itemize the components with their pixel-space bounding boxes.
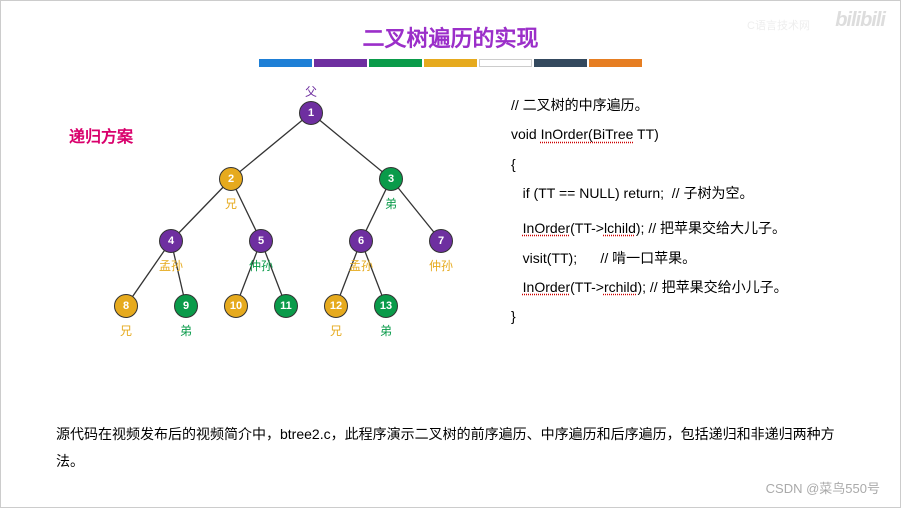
- tree-node-4: 4: [159, 229, 183, 253]
- code-brace-close: }: [511, 302, 891, 331]
- code-brace-open: {: [511, 150, 891, 179]
- tree-node-2: 2: [219, 167, 243, 191]
- color-segment: [314, 59, 367, 67]
- csdn-watermark: CSDN @菜鸟550号: [766, 478, 880, 497]
- code-recurse-left: InOrder(TT->lchild); // 把苹果交给大儿子。: [511, 214, 891, 243]
- tree-label-6: 孟孙: [349, 257, 373, 274]
- tree-node-6: 6: [349, 229, 373, 253]
- code-recurse-right: InOrder(TT->rchild); // 把苹果交给小儿子。: [511, 273, 891, 302]
- tree-label-13: 弟: [380, 322, 392, 339]
- tree-node-10: 10: [224, 294, 248, 318]
- tree-label-7: 仲孙: [429, 257, 453, 274]
- color-segment: [534, 59, 587, 67]
- tree-node-1: 1: [299, 101, 323, 125]
- tree-node-11: 11: [274, 294, 298, 318]
- footer-description: 源代码在视频发布后的视频简介中，btree2.c，此程序演示二叉树的前序遍历、中…: [56, 421, 856, 474]
- code-signature: void InOrder(BiTree TT): [511, 120, 891, 149]
- tree-label-12: 兄: [330, 322, 342, 339]
- tree-node-13: 13: [374, 294, 398, 318]
- binary-tree-diagram: 1父 2 兄 3 弟 4 孟孙 5 仲孙 6 孟孙 7 仲孙 8 兄 9 弟 10 11 12 兄 13 弟: [96, 81, 496, 361]
- color-segment: [479, 59, 532, 67]
- color-segment: [589, 59, 642, 67]
- color-segment: [369, 59, 422, 67]
- tree-label-4: 孟孙: [159, 257, 183, 274]
- tree-edges: [96, 81, 496, 361]
- tree-node-9: 9: [174, 294, 198, 318]
- tree-node-7: 7: [429, 229, 453, 253]
- tree-label-8: 兄: [120, 322, 132, 339]
- tree-label-9: 弟: [180, 322, 192, 339]
- code-comment: // 二叉树的中序遍历。: [511, 91, 891, 120]
- tree-node-12: 12: [324, 294, 348, 318]
- color-segment: [259, 59, 312, 67]
- tree-label-5: 仲孙: [249, 257, 273, 274]
- code-block: // 二叉树的中序遍历。 void InOrder(BiTree TT) { i…: [511, 91, 891, 332]
- code-null-check: if (TT == NULL) return; // 子树为空。: [511, 179, 891, 208]
- title-text: 二叉树遍历的实现: [362, 26, 538, 51]
- tree-label-2: 兄: [225, 195, 237, 212]
- color-bar: [1, 59, 900, 67]
- color-segment: [424, 59, 477, 67]
- bilibili-watermark: bilibili: [835, 9, 885, 32]
- tree-label-3: 弟: [385, 195, 397, 212]
- site-watermark: C语言技术网: [747, 17, 810, 33]
- code-visit: visit(TT); // 啃一口苹果。: [511, 244, 891, 273]
- tree-node-3: 3: [379, 167, 403, 191]
- tree-label-1: 父: [305, 83, 317, 100]
- tree-node-5: 5: [249, 229, 273, 253]
- tree-node-8: 8: [114, 294, 138, 318]
